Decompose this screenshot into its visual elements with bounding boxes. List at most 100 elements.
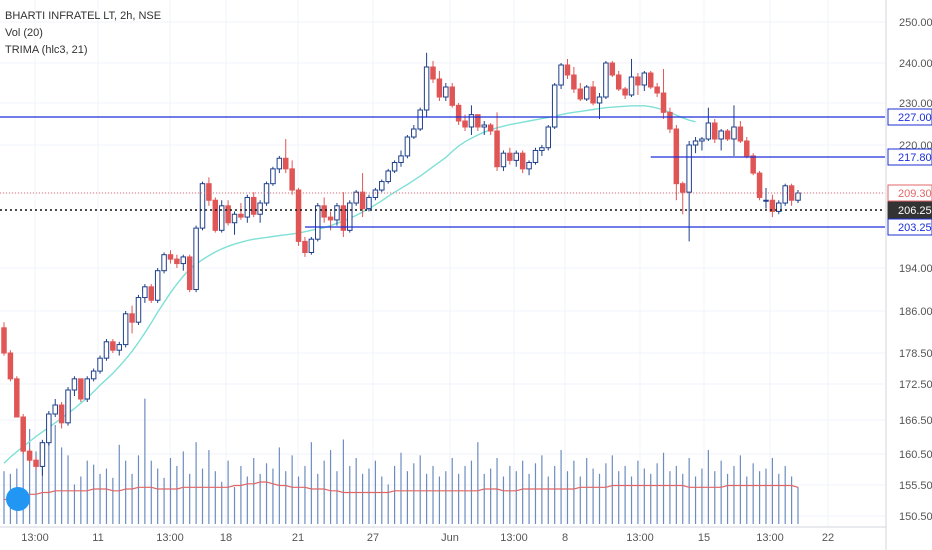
candle-8 bbox=[52, 399, 58, 417]
candle-73 bbox=[468, 105, 475, 135]
candle-9 bbox=[58, 402, 65, 429]
candle-13 bbox=[84, 376, 90, 402]
candle-113 bbox=[724, 129, 731, 141]
x-tick-label-12: 22 bbox=[822, 532, 834, 544]
candle-27 bbox=[174, 254, 180, 268]
trima-legend[interactable]: TRIMA (hlc3, 21) bbox=[5, 44, 88, 56]
x-tick-label-0: 13:00 bbox=[21, 532, 49, 544]
candle-44 bbox=[283, 139, 289, 174]
price-label-1: 217.80 bbox=[887, 148, 932, 166]
chart-legend: BHARTI INFRATEL LT, 2h, NSE Vol (20) TRI… bbox=[5, 8, 161, 59]
candle-121 bbox=[776, 200, 782, 215]
candle-0 bbox=[1, 322, 7, 356]
candle-123 bbox=[788, 183, 795, 206]
candle-89 bbox=[571, 67, 577, 93]
price-label-text-1: 217.80 bbox=[898, 152, 932, 164]
candle-114 bbox=[731, 105, 737, 156]
candle-67 bbox=[430, 60, 436, 83]
candle-102 bbox=[654, 83, 660, 97]
price-labels: 227.00 217.80 209.30 206.25 203.25 bbox=[887, 108, 932, 236]
candle-57 bbox=[366, 194, 372, 212]
volume-ma-path bbox=[4, 481, 799, 501]
candle-69 bbox=[443, 83, 449, 101]
x-tick-label-7: 13:00 bbox=[500, 532, 528, 544]
candle-86 bbox=[551, 83, 558, 129]
candle-70 bbox=[449, 83, 455, 108]
y-tick-label-2: 230.00 bbox=[899, 98, 932, 110]
candle-26 bbox=[167, 250, 174, 264]
volume-legend[interactable]: Vol (20) bbox=[5, 27, 43, 39]
candle-93 bbox=[596, 93, 603, 119]
y-tick-label-10: 160.50 bbox=[899, 449, 932, 461]
candle-120 bbox=[769, 194, 776, 218]
candle-54 bbox=[347, 200, 353, 233]
volume-bars bbox=[3, 398, 799, 524]
candlesticks bbox=[1, 52, 801, 476]
candle-20 bbox=[129, 305, 135, 334]
price-label-4: 203.25 bbox=[887, 218, 932, 236]
candle-64 bbox=[411, 125, 417, 139]
symbol-title[interactable]: BHARTI INFRATEL LT, 2h, NSE bbox=[5, 10, 162, 22]
candle-95 bbox=[609, 60, 616, 77]
chart-grid bbox=[0, 0, 885, 527]
candle-108 bbox=[692, 137, 699, 154]
candle-81 bbox=[519, 150, 526, 174]
candle-124 bbox=[795, 190, 801, 204]
candle-87 bbox=[558, 63, 564, 89]
candle-111 bbox=[712, 119, 718, 143]
candle-91 bbox=[583, 85, 590, 101]
candle-15 bbox=[97, 355, 103, 374]
candle-118 bbox=[756, 170, 763, 201]
candle-37 bbox=[238, 203, 244, 220]
candle-2 bbox=[14, 376, 20, 418]
candle-55 bbox=[353, 190, 359, 206]
candle-115 bbox=[737, 121, 744, 143]
price-axis[interactable]: 250.00240.00230.00220.00209.30194.00186.… bbox=[885, 0, 932, 550]
candle-99 bbox=[635, 73, 641, 95]
candle-84 bbox=[539, 145, 545, 156]
candle-90 bbox=[577, 83, 584, 101]
x-tick-label-2: 13:00 bbox=[156, 532, 184, 544]
candle-1 bbox=[7, 350, 14, 382]
candle-23 bbox=[148, 284, 155, 303]
candle-79 bbox=[507, 147, 513, 165]
candle-66 bbox=[423, 52, 430, 117]
candle-32 bbox=[206, 177, 212, 206]
price-label-0: 227.00 bbox=[887, 108, 932, 126]
candle-38 bbox=[244, 194, 251, 223]
candle-17 bbox=[110, 339, 116, 353]
candle-106 bbox=[680, 181, 686, 215]
y-tick-label-0: 250.00 bbox=[899, 17, 932, 29]
candle-104 bbox=[667, 107, 673, 133]
price-label-text-2: 209.30 bbox=[898, 188, 932, 200]
candle-78 bbox=[500, 150, 507, 171]
volume-ma-line bbox=[4, 481, 799, 501]
price-label-3: 206.25 bbox=[887, 201, 932, 219]
candle-107 bbox=[686, 141, 692, 242]
candle-16 bbox=[103, 339, 110, 361]
candle-21 bbox=[135, 294, 142, 325]
candle-5 bbox=[33, 457, 39, 470]
x-tick-label-1: 11 bbox=[92, 532, 103, 544]
candle-46 bbox=[295, 187, 302, 246]
candle-25 bbox=[161, 252, 167, 274]
candle-11 bbox=[71, 376, 78, 396]
candle-97 bbox=[622, 87, 628, 99]
x-tick-label-4: 21 bbox=[292, 532, 304, 544]
candle-58 bbox=[372, 187, 379, 201]
time-axis[interactable]: 13:00 11 13:00 18 21 27 Jun 13:00 8 13:00 15 13:00 2… bbox=[0, 526, 886, 544]
candle-19 bbox=[122, 311, 129, 348]
candle-31 bbox=[199, 181, 206, 231]
candle-80 bbox=[513, 150, 519, 167]
level-lines bbox=[0, 116, 885, 228]
candle-105 bbox=[673, 125, 680, 201]
candle-82 bbox=[526, 160, 532, 176]
candle-48 bbox=[308, 236, 315, 255]
candle-4 bbox=[26, 448, 33, 464]
tradingview-logo-icon[interactable] bbox=[6, 487, 30, 511]
candle-94 bbox=[603, 60, 609, 99]
price-label-text-4: 203.25 bbox=[898, 222, 932, 234]
candle-56 bbox=[359, 173, 366, 218]
candle-36 bbox=[231, 211, 238, 235]
